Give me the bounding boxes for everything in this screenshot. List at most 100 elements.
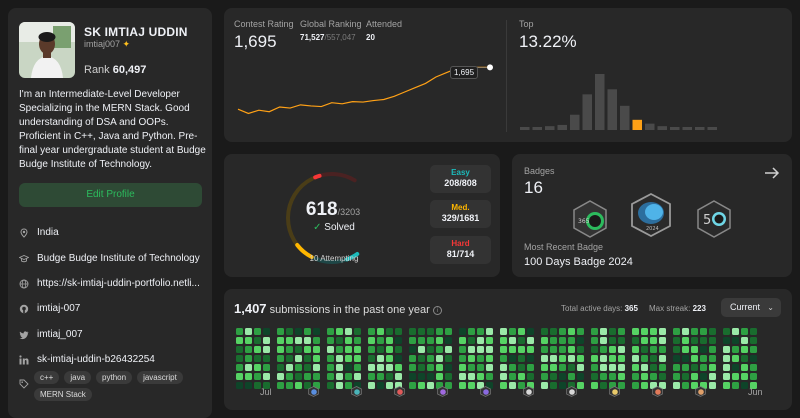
heatmap-cell[interactable] xyxy=(709,346,716,353)
heatmap-cell[interactable] xyxy=(673,346,680,353)
heatmap-cell[interactable] xyxy=(577,355,584,362)
heatmap-cell[interactable] xyxy=(418,382,425,389)
heatmap-cell[interactable] xyxy=(527,364,534,371)
heatmap-cell[interactable] xyxy=(395,346,402,353)
heatmap-cell[interactable] xyxy=(336,328,343,335)
heatmap-cell[interactable] xyxy=(673,382,680,389)
heatmap-cell[interactable] xyxy=(445,364,452,371)
heatmap-cell[interactable] xyxy=(277,355,284,362)
heatmap-cell[interactable] xyxy=(445,382,452,389)
heatmap-cell[interactable] xyxy=(659,373,666,380)
heatmap-cell[interactable] xyxy=(277,328,284,335)
heatmap-cell[interactable] xyxy=(709,373,716,380)
heatmap-cell[interactable] xyxy=(418,337,425,344)
heatmap-cell[interactable] xyxy=(354,355,361,362)
heatmap-cell[interactable] xyxy=(659,382,666,389)
heatmap-cell[interactable] xyxy=(559,382,566,389)
heatmap-cell[interactable] xyxy=(468,364,475,371)
monthly-badge-feb-icon[interactable] xyxy=(566,386,577,397)
heatmap-cell[interactable] xyxy=(327,364,334,371)
rating-histogram[interactable] xyxy=(520,68,782,130)
heatmap-cell[interactable] xyxy=(632,364,639,371)
heatmap-cell[interactable] xyxy=(459,355,466,362)
heatmap-cell[interactable] xyxy=(527,382,534,389)
heatmap-cell[interactable] xyxy=(709,364,716,371)
heatmap-cell[interactable] xyxy=(436,364,443,371)
heatmap-cell[interactable] xyxy=(609,382,616,389)
heatmap-cell[interactable] xyxy=(500,346,507,353)
heatmap-cell[interactable] xyxy=(673,373,680,380)
avatar[interactable] xyxy=(19,22,75,78)
heatmap-cell[interactable] xyxy=(709,355,716,362)
heatmap-cell[interactable] xyxy=(632,382,639,389)
heatmap-cell[interactable] xyxy=(236,346,243,353)
heatmap-cell[interactable] xyxy=(500,373,507,380)
heatmap-cell[interactable] xyxy=(245,337,252,344)
heatmap-cell[interactable] xyxy=(741,328,748,335)
heatmap-cell[interactable] xyxy=(568,337,575,344)
heatmap-cell[interactable] xyxy=(395,364,402,371)
heatmap-cell[interactable] xyxy=(286,346,293,353)
heatmap-cell[interactable] xyxy=(550,346,557,353)
heatmap-cell[interactable] xyxy=(377,328,384,335)
heatmap-cell[interactable] xyxy=(641,337,648,344)
info-icon[interactable]: i xyxy=(432,305,442,315)
heatmap-cell[interactable] xyxy=(445,346,452,353)
heatmap-cell[interactable] xyxy=(427,328,434,335)
heatmap-cell[interactable] xyxy=(723,382,730,389)
heatmap-cell[interactable] xyxy=(468,337,475,344)
heatmap-cell[interactable] xyxy=(477,373,484,380)
heatmap-cell[interactable] xyxy=(286,355,293,362)
heatmap-cell[interactable] xyxy=(741,337,748,344)
heatmap-cell[interactable] xyxy=(236,328,243,335)
heatmap-cell[interactable] xyxy=(732,382,739,389)
skill-tag[interactable]: c++ xyxy=(34,371,60,384)
heatmap-cell[interactable] xyxy=(609,346,616,353)
monthly-badge-mar-icon[interactable] xyxy=(609,386,620,397)
heatmap-cell[interactable] xyxy=(650,355,657,362)
heatmap-cell[interactable] xyxy=(500,328,507,335)
heatmap-cell[interactable] xyxy=(286,382,293,389)
heatmap-cell[interactable] xyxy=(527,346,534,353)
heatmap-cell[interactable] xyxy=(304,382,311,389)
heatmap-cell[interactable] xyxy=(427,337,434,344)
heatmap-cell[interactable] xyxy=(345,355,352,362)
monthly-badge-apr-icon[interactable] xyxy=(652,386,663,397)
heatmap-cell[interactable] xyxy=(486,364,493,371)
heatmap-cell[interactable] xyxy=(409,337,416,344)
heatmap-cell[interactable] xyxy=(263,364,270,371)
heatmap-cell[interactable] xyxy=(559,337,566,344)
heatmap-cell[interactable] xyxy=(327,373,334,380)
heatmap-cell[interactable] xyxy=(477,382,484,389)
heatmap-cell[interactable] xyxy=(650,328,657,335)
heatmap-cell[interactable] xyxy=(550,373,557,380)
heatmap-cell[interactable] xyxy=(591,328,598,335)
heatmap-cell[interactable] xyxy=(673,337,680,344)
heatmap-cell[interactable] xyxy=(263,337,270,344)
heatmap-cell[interactable] xyxy=(641,346,648,353)
heatmap-cell[interactable] xyxy=(527,328,534,335)
heatmap-cell[interactable] xyxy=(409,328,416,335)
heatmap-cell[interactable] xyxy=(500,355,507,362)
heatmap-cell[interactable] xyxy=(395,328,402,335)
heatmap-cell[interactable] xyxy=(254,382,261,389)
heatmap-cell[interactable] xyxy=(750,337,757,344)
heatmap-cell[interactable] xyxy=(327,355,334,362)
heatmap-cell[interactable] xyxy=(327,382,334,389)
heatmap-cell[interactable] xyxy=(609,364,616,371)
heatmap-cell[interactable] xyxy=(741,364,748,371)
monthly-badge-aug-icon[interactable] xyxy=(308,386,319,397)
heatmap-cell[interactable] xyxy=(436,328,443,335)
heatmap-cell[interactable] xyxy=(541,346,548,353)
heatmap-cell[interactable] xyxy=(345,382,352,389)
heatmap-cell[interactable] xyxy=(732,337,739,344)
heatmap-cell[interactable] xyxy=(732,373,739,380)
heatmap-cell[interactable] xyxy=(700,337,707,344)
heatmap-cell[interactable] xyxy=(409,346,416,353)
heatmap-cell[interactable] xyxy=(236,355,243,362)
heatmap-cell[interactable] xyxy=(609,337,616,344)
heatmap-cell[interactable] xyxy=(691,364,698,371)
heatmap-cell[interactable] xyxy=(459,328,466,335)
heatmap-cell[interactable] xyxy=(559,364,566,371)
heatmap-cell[interactable] xyxy=(313,346,320,353)
